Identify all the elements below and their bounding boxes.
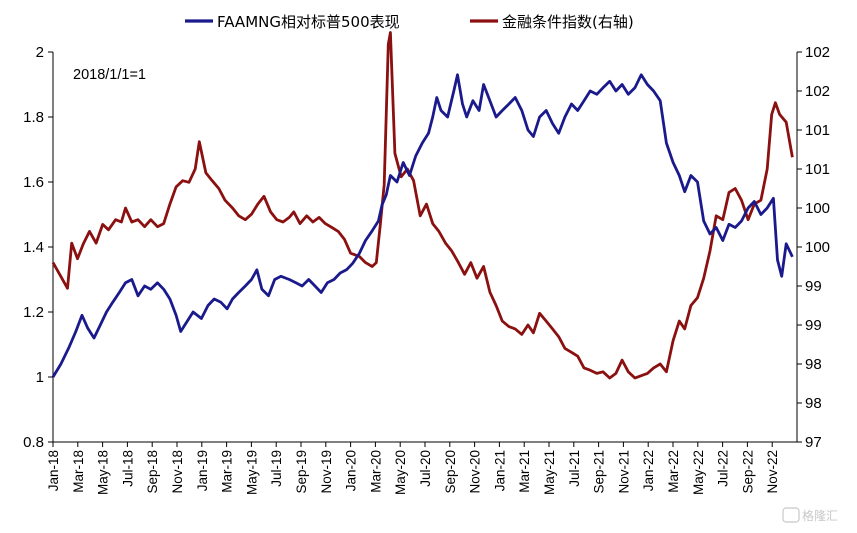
x-tick-label: Jul-20 <box>418 450 433 487</box>
x-tick-label: Mar-21 <box>517 450 532 493</box>
x-tick-label: Jan-21 <box>492 450 507 491</box>
legend: FAAMNG相对标普500表现 金融条件指数(右轴) <box>185 13 634 31</box>
right-tick-label: 99 <box>805 278 822 295</box>
x-tick-label: May-18 <box>96 450 111 495</box>
right-tick-label: 102 <box>805 44 830 61</box>
right-tick-label: 101 <box>805 161 830 178</box>
right-tick-label: 97 <box>805 434 822 451</box>
x-tick-label: Jan-19 <box>195 450 210 491</box>
x-tick-label: May-20 <box>393 450 408 495</box>
x-tick-label: Jul-21 <box>567 450 582 487</box>
right-tick-label: 98 <box>805 395 822 412</box>
x-tick-label: Sep-19 <box>294 450 309 494</box>
right-axis-ticks: 97 98 98 99 99 100 100 101 101 102 102 <box>797 44 830 451</box>
x-tick-label: May-22 <box>691 450 706 495</box>
left-tick-label: 1.2 <box>23 304 44 321</box>
x-tick-label: Jul-18 <box>120 450 135 487</box>
left-tick-label: 1.8 <box>23 109 44 126</box>
x-tick-label: Jul-22 <box>716 450 731 487</box>
x-axis-ticks: Jan-18 Mar-18 May-18 Jul-18 Sep-18 Nov-18 Jan-… <box>46 442 780 495</box>
left-tick-label: 1.6 <box>23 174 44 191</box>
x-tick-label: Nov-18 <box>170 450 185 494</box>
x-tick-label: Nov-21 <box>616 450 631 494</box>
x-tick-label: Mar-20 <box>368 450 383 493</box>
legend-label-faamng: FAAMNG相对标普500表现 <box>217 13 400 31</box>
left-tick-label: 0.8 <box>23 434 44 451</box>
left-tick-label: 1.4 <box>23 239 44 256</box>
right-tick-label: 101 <box>805 122 830 139</box>
x-tick-label: Sep-21 <box>592 450 607 494</box>
watermark: 格隆汇 <box>782 507 838 523</box>
axes <box>52 52 798 443</box>
x-tick-label: Jan-18 <box>46 450 61 491</box>
x-tick-label: Sep-20 <box>443 450 458 494</box>
right-tick-label: 100 <box>805 239 830 256</box>
series-line-faamng <box>51 31 794 380</box>
right-tick-label: 98 <box>805 356 822 373</box>
x-tick-label: Mar-19 <box>220 450 235 493</box>
left-tick-label: 2 <box>36 44 44 61</box>
x-tick-label: Mar-18 <box>71 450 86 493</box>
right-tick-label: 100 <box>805 200 830 217</box>
x-tick-label: Jan-22 <box>641 450 656 491</box>
x-tick-label: Mar-22 <box>666 450 681 493</box>
watermark-text: 格隆汇 <box>802 508 838 523</box>
left-tick-label: 1 <box>36 369 44 386</box>
x-tick-label: Nov-20 <box>468 450 483 494</box>
series-line-faamng-relative <box>51 73 794 378</box>
x-tick-label: Nov-22 <box>765 450 780 494</box>
x-tick-label: Sep-18 <box>145 450 160 494</box>
x-tick-label: May-21 <box>542 450 557 495</box>
right-tick-label: 102 <box>805 83 830 100</box>
base-date-annotation: 2018/1/1=1 <box>73 67 146 83</box>
x-tick-label: Jan-20 <box>344 450 359 491</box>
x-tick-label: May-19 <box>244 450 259 495</box>
x-tick-label: Sep-22 <box>740 450 755 494</box>
right-tick-label: 99 <box>805 317 822 334</box>
x-tick-label: Nov-19 <box>319 450 334 494</box>
x-tick-label: Jul-19 <box>269 450 284 487</box>
left-axis-ticks: 0.8 1 1.2 1.4 1.6 1.8 2 <box>23 44 53 451</box>
watermark-logo-icon <box>782 507 800 523</box>
legend-label-fci: 金融条件指数(右轴) <box>502 13 634 31</box>
